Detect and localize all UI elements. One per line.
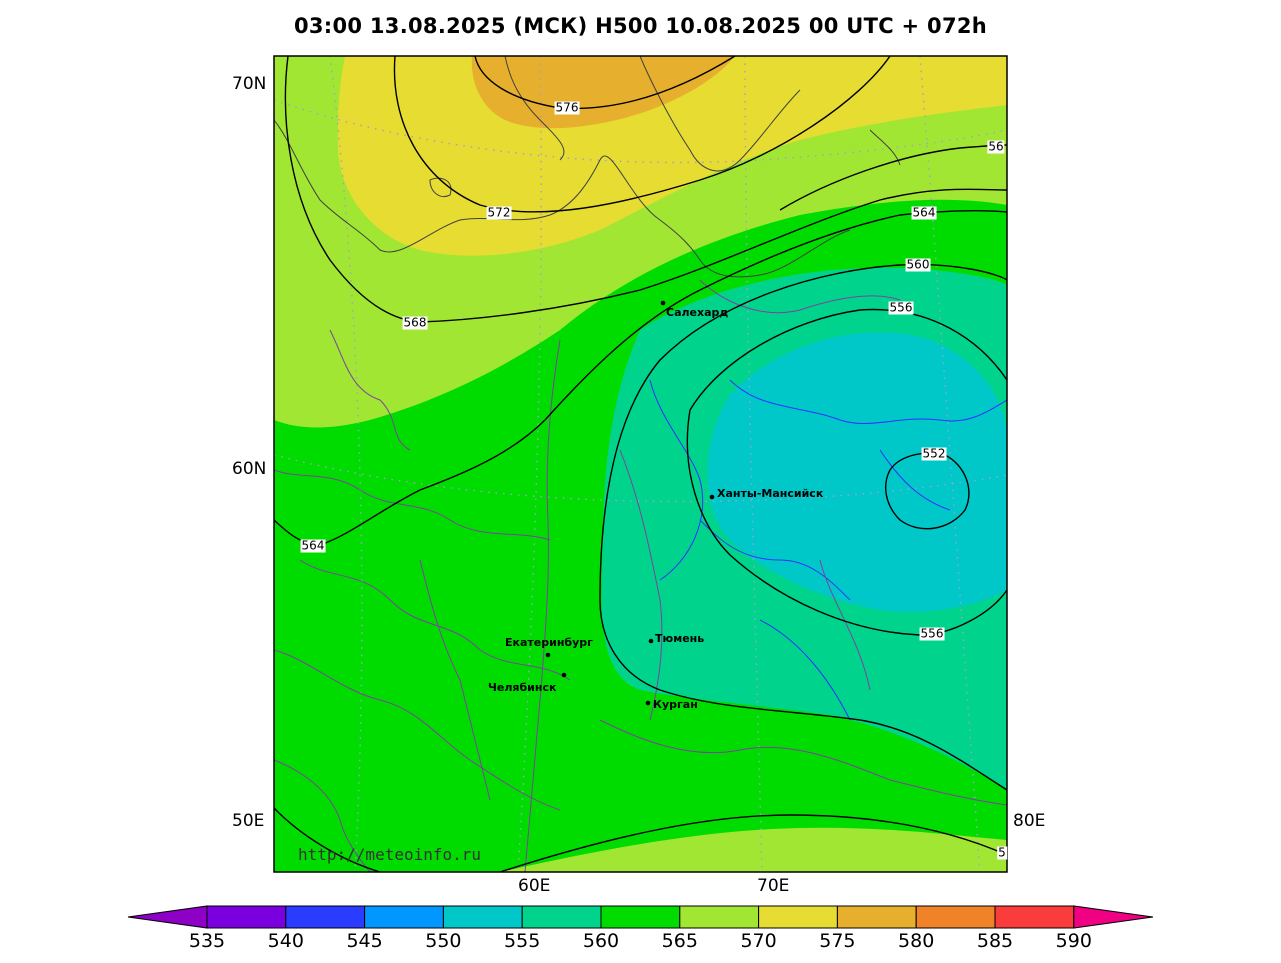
city-label-ekaterinburg: Екатеринбург — [505, 636, 593, 649]
colorbar-tick-label: 545 — [346, 930, 383, 952]
colorbar-tick-label: 580 — [898, 930, 935, 952]
colorbar-tick-label: 590 — [1055, 930, 1092, 952]
salekhard-dot — [660, 300, 666, 306]
city-label-chelyabinsk: Челябинск — [488, 681, 557, 694]
map-area — [274, 56, 1007, 872]
map-frame — [273, 55, 1008, 873]
colorbar-tick-label: 555 — [504, 930, 541, 952]
lon-label-80: 80E — [1013, 811, 1046, 831]
colorbar-arrow-high — [1073, 905, 1154, 929]
map-title: 03:00 13.08.2025 (МСК) H500 10.08.2025 0… — [293, 14, 988, 38]
colorbar-segment — [442, 905, 523, 929]
lat-label-60: 60N — [232, 459, 267, 479]
fill-band-550-555 — [707, 332, 1007, 612]
city-label-khanty-mansiysk: Ханты-Мансийск — [717, 487, 824, 500]
city-label-salekhard: Салехард — [666, 306, 729, 319]
graticule — [274, 56, 1007, 872]
isoline-label-56x: 56 — [987, 139, 1005, 154]
colorbar-tick-label: 540 — [267, 930, 304, 952]
colorbar-segment — [364, 905, 444, 929]
colorbar-tick-label: 560 — [582, 930, 620, 952]
city-label-kurgan: Курган — [653, 698, 698, 711]
ekb-dot — [545, 652, 551, 658]
colorbar-segment — [915, 905, 996, 929]
colorbar-tick-label: 585 — [976, 930, 1014, 952]
lon-label-60: 60E — [518, 876, 551, 896]
colorbar-tick-label: 535 — [188, 930, 226, 952]
colorbar-segment — [679, 905, 760, 929]
isoline-label-556-south: 556 — [919, 626, 945, 641]
colorbar — [127, 905, 1154, 929]
colorbar-segment — [521, 905, 602, 929]
isoline-label-568: 568 — [402, 315, 428, 330]
isoline-label-5x: 5 — [997, 845, 1007, 860]
lon-label-70: 70E — [757, 876, 790, 896]
lon-label-50: 50E — [232, 811, 265, 831]
fill-band-575-580 — [471, 56, 735, 129]
colorbar-arrow-low — [127, 905, 208, 929]
city-dots — [545, 300, 715, 706]
colorbar-segment — [758, 905, 838, 929]
isoline-label-552: 552 — [921, 446, 947, 461]
isoline-label-560: 560 — [905, 257, 931, 272]
isoline-label-576: 576 — [554, 100, 580, 115]
colorbar-segment — [994, 905, 1075, 929]
tyumen-dot — [648, 638, 654, 644]
colorbar-segment — [206, 905, 287, 929]
isoline-label-564-east: 564 — [911, 205, 937, 220]
isoline-label-556-north: 556 — [888, 300, 914, 315]
chelyabinsk-dot — [561, 672, 567, 678]
colorbar-tick-label: 570 — [740, 930, 777, 952]
isoline-label-572: 572 — [486, 205, 512, 220]
rivers — [649, 379, 1007, 721]
borders — [274, 279, 1007, 872]
watermark-url: http://meteoinfo.ru — [298, 845, 482, 864]
kurgan-dot — [645, 700, 651, 706]
city-label-tyumen: Тюмень — [655, 632, 705, 645]
fill-band-565-570-south — [500, 827, 1007, 872]
colorbar-tick-label: 575 — [819, 930, 856, 952]
colorbar-segment — [600, 905, 681, 929]
isoline-label-564-west: 564 — [300, 538, 326, 553]
colorbar-segment — [285, 905, 366, 929]
colorbar-segment — [836, 905, 917, 929]
khanty-dot — [709, 494, 715, 500]
colorbar-tick-label: 565 — [661, 930, 698, 952]
colorbar-tick-label: 550 — [425, 930, 462, 952]
lat-label-70: 70N — [232, 74, 267, 94]
